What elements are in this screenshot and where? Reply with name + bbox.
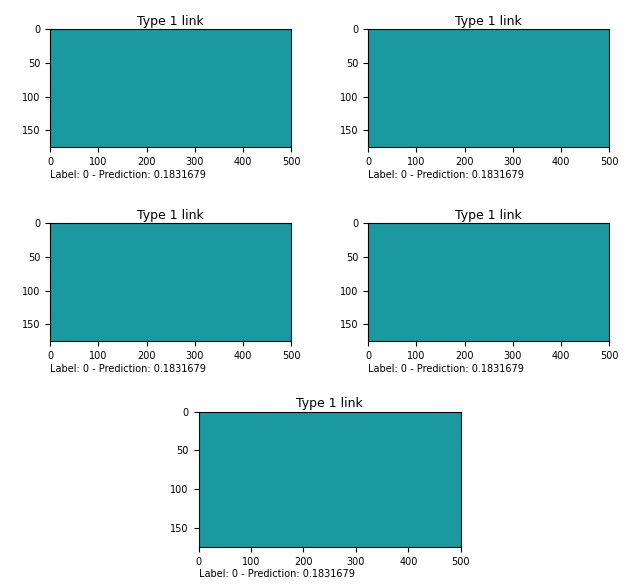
Title: Type 1 link: Type 1 link	[455, 15, 522, 28]
Title: Type 1 link: Type 1 link	[138, 209, 204, 222]
Title: Type 1 link: Type 1 link	[138, 15, 204, 28]
X-axis label: Label: 0 - Prediction: 0.1831679: Label: 0 - Prediction: 0.1831679	[50, 169, 206, 179]
X-axis label: Label: 0 - Prediction: 0.1831679: Label: 0 - Prediction: 0.1831679	[198, 569, 354, 579]
X-axis label: Label: 0 - Prediction: 0.1831679: Label: 0 - Prediction: 0.1831679	[368, 169, 524, 179]
Title: Type 1 link: Type 1 link	[455, 209, 522, 222]
X-axis label: Label: 0 - Prediction: 0.1831679: Label: 0 - Prediction: 0.1831679	[50, 363, 206, 373]
Title: Type 1 link: Type 1 link	[296, 397, 363, 410]
X-axis label: Label: 0 - Prediction: 0.1831679: Label: 0 - Prediction: 0.1831679	[368, 363, 524, 373]
